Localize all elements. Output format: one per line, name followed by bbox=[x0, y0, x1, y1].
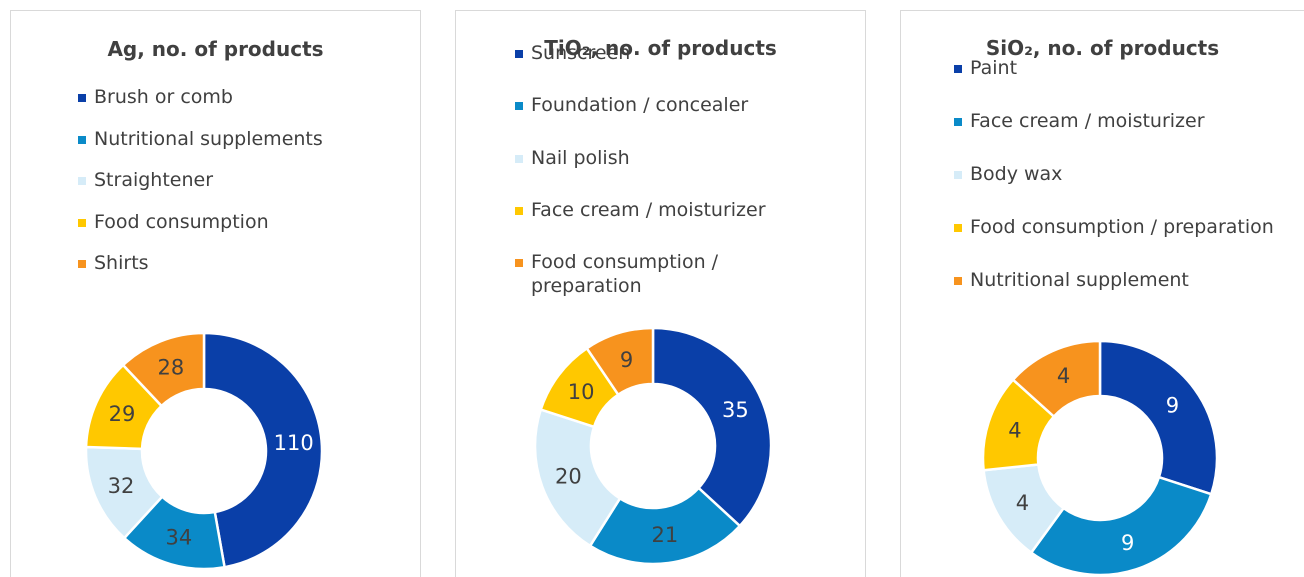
chart-panel: TiO₂, no. of products Sunscreen Foundation… bbox=[455, 10, 866, 577]
legend-swatch bbox=[954, 118, 962, 126]
donut: 35 21 20 10 9 bbox=[533, 326, 773, 566]
legend-label: Face cream / moisturizer bbox=[531, 198, 766, 221]
donut-slice bbox=[202, 331, 324, 569]
data-label: 28 bbox=[157, 355, 184, 379]
data-label: 29 bbox=[109, 402, 136, 426]
legend-label: Food consumption / preparation bbox=[531, 251, 719, 298]
donut-slice bbox=[651, 326, 773, 528]
legend-label: Shirts bbox=[94, 252, 149, 274]
legend-swatch bbox=[78, 260, 86, 268]
legend-item: Food consumption / preparation bbox=[954, 215, 1274, 239]
legend-swatch bbox=[78, 135, 86, 144]
legend-swatch bbox=[515, 206, 523, 215]
data-label: 32 bbox=[108, 474, 135, 498]
data-label: 4 bbox=[1057, 364, 1070, 388]
data-label: 20 bbox=[555, 465, 582, 489]
data-label: 110 bbox=[274, 431, 314, 455]
legend-swatch bbox=[515, 50, 523, 58]
donut: 9 9 4 4 4 bbox=[981, 339, 1219, 577]
data-label: 34 bbox=[165, 525, 192, 549]
data-label: 4 bbox=[1008, 418, 1021, 442]
legend-item: Sunscreen bbox=[515, 41, 821, 65]
data-label: 9 bbox=[620, 348, 633, 372]
donut: 110 34 32 29 28 bbox=[84, 331, 324, 571]
legend-item: Straightener bbox=[78, 168, 213, 192]
legend-swatch bbox=[515, 102, 523, 111]
chart-title: TiO₂, no. of products bbox=[544, 36, 777, 60]
legend-label: Food consumption / preparation bbox=[970, 216, 1274, 238]
chart-panel: SiO₂, no. of products Paint Face cream / m… bbox=[900, 10, 1304, 577]
legend-label: Nail polish bbox=[531, 146, 630, 169]
legend-item: Body wax bbox=[954, 162, 1062, 186]
chart-title: SiO₂, no. of products bbox=[985, 36, 1220, 60]
legend-label: Sunscreen bbox=[531, 42, 631, 64]
data-label: 9 bbox=[1121, 531, 1134, 555]
donut-slice bbox=[1029, 475, 1213, 577]
legend-swatch bbox=[954, 277, 962, 285]
donut-slice bbox=[121, 331, 206, 408]
legend-swatch bbox=[954, 65, 962, 73]
legend-label: Paint bbox=[970, 57, 1018, 79]
legend-swatch bbox=[78, 218, 86, 227]
legend-label: Straightener bbox=[94, 169, 214, 191]
legend-label: Body wax bbox=[970, 163, 1063, 185]
legend-swatch bbox=[515, 259, 523, 268]
legend-label: Nutritional supplement bbox=[970, 269, 1189, 291]
legend-label: Nutritional supplements bbox=[94, 127, 323, 150]
data-label: 4 bbox=[1016, 491, 1029, 515]
data-label: 35 bbox=[722, 398, 749, 422]
legend-item: Nutritional supplement bbox=[954, 268, 1189, 292]
legend-label: Brush or comb bbox=[94, 86, 233, 108]
legend-label: Foundation / concealer bbox=[531, 94, 749, 117]
donut-slice bbox=[588, 486, 742, 566]
legend-item: Paint bbox=[954, 56, 1017, 80]
chart-panel: Ag, no. of products Brush or comb Nutritio… bbox=[10, 10, 421, 577]
legend-swatch bbox=[954, 171, 962, 179]
legend-item: Nutritional supplements bbox=[78, 127, 323, 151]
legend-label: Food consumption bbox=[94, 210, 269, 233]
legend-swatch bbox=[78, 94, 86, 102]
legend-item: Food consumption / preparation bbox=[515, 250, 821, 298]
legend-item: Shirts bbox=[78, 251, 149, 275]
chart-title: Ag, no. of products bbox=[107, 37, 324, 61]
legend-item: Foundation / concealer bbox=[515, 93, 821, 117]
donut-slice bbox=[1098, 339, 1219, 496]
legend-item: Face cream / moisturizer bbox=[515, 198, 821, 222]
legend-swatch bbox=[78, 177, 86, 185]
legend-item: Brush or comb bbox=[78, 85, 233, 109]
data-label: 21 bbox=[652, 523, 679, 547]
donut-slice bbox=[1011, 339, 1102, 419]
legend-item: Face cream / moisturizer bbox=[954, 109, 1205, 133]
legend-swatch bbox=[515, 154, 523, 163]
data-label: 10 bbox=[568, 380, 595, 404]
legend-item: Food consumption bbox=[78, 210, 269, 234]
legend-swatch bbox=[954, 224, 962, 232]
legend-label: Face cream / moisturizer bbox=[970, 110, 1205, 132]
donut-slice bbox=[533, 407, 622, 548]
data-label: 9 bbox=[1166, 393, 1179, 417]
legend-item: Nail polish bbox=[515, 146, 821, 170]
donut-slice bbox=[585, 326, 655, 397]
